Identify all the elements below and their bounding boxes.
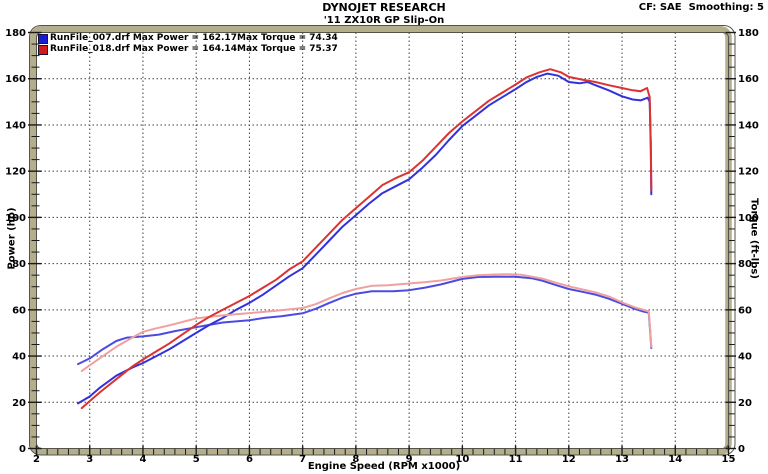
svg-text:4: 4 — [139, 454, 146, 465]
svg-text:160: 160 — [5, 74, 26, 85]
run007-file-and-power: RunFile_007.drf Max Power = 162.17 — [50, 33, 237, 43]
svg-text:20: 20 — [738, 398, 752, 409]
svg-text:6: 6 — [246, 454, 253, 465]
svg-text:11: 11 — [509, 454, 523, 465]
gridlines — [36, 32, 729, 449]
svg-text:8: 8 — [352, 454, 359, 465]
engine-speed-axis-label: Engine Speed (RPM x1000) — [307, 461, 461, 472]
power-curve-018 — [80, 68, 653, 410]
legend-row-run007: RunFile_007.drf Max Power = 162.17 Max T… — [38, 33, 438, 45]
run007-max-power: Max Power = 162.17 — [132, 33, 237, 43]
svg-text:5: 5 — [193, 454, 200, 465]
run018-color-swatch — [38, 45, 48, 55]
run007-filename: RunFile_007.drf — [50, 33, 130, 43]
svg-text:80: 80 — [738, 259, 752, 270]
svg-text:120: 120 — [738, 167, 759, 178]
svg-text:2: 2 — [33, 454, 40, 465]
svg-text:9: 9 — [406, 454, 413, 465]
power-curve-007 — [77, 72, 653, 405]
dyno-curves — [77, 68, 653, 410]
svg-text:14: 14 — [668, 454, 682, 465]
svg-text:100: 100 — [5, 213, 26, 224]
svg-text:60: 60 — [12, 305, 26, 316]
svg-text:80: 80 — [12, 259, 26, 270]
run007-max-torque: Max Torque = 74.34 — [237, 33, 338, 43]
svg-text:180: 180 — [5, 28, 26, 39]
svg-text:40: 40 — [738, 352, 752, 363]
svg-text:20: 20 — [12, 398, 26, 409]
chart-title: DYNOJET RESEARCH — [322, 1, 446, 14]
svg-text:13: 13 — [615, 454, 629, 465]
svg-text:3: 3 — [86, 454, 93, 465]
svg-text:180: 180 — [738, 28, 759, 39]
chart-subtitle: '11 ZX10R GP Slip-On — [323, 15, 445, 26]
torque-curve-007 — [77, 275, 653, 366]
svg-text:120: 120 — [5, 167, 26, 178]
run018-file-and-power: RunFile_018.drf Max Power = 164.14 — [50, 44, 237, 54]
correction-smoothing-label: CF: SAE Smoothing: 5 — [638, 2, 764, 13]
run018-max-torque: Max Torque = 75.37 — [237, 44, 338, 54]
power-axis-label: Power (hp) — [6, 207, 18, 270]
svg-text:15: 15 — [722, 454, 736, 465]
svg-text:160: 160 — [738, 74, 759, 85]
plot-background — [36, 32, 729, 449]
torque-curve-018 — [80, 273, 653, 373]
svg-text:0: 0 — [738, 444, 745, 455]
torque-axis-label: Torque (ft-lbs) — [748, 198, 760, 279]
svg-text:0: 0 — [19, 444, 26, 455]
run007-color-swatch — [38, 34, 48, 44]
legend-row-run018: RunFile_018.drf Max Power = 164.14 Max T… — [38, 44, 438, 56]
svg-text:140: 140 — [738, 120, 759, 131]
svg-text:100: 100 — [738, 213, 759, 224]
axis-ticks — [28, 31, 736, 456]
svg-text:10: 10 — [455, 454, 469, 465]
svg-text:12: 12 — [562, 454, 576, 465]
svg-text:40: 40 — [12, 352, 26, 363]
run018-max-power: Max Power = 164.14 — [132, 44, 237, 54]
run018-filename: RunFile_018.drf — [50, 44, 130, 54]
svg-text:60: 60 — [738, 305, 752, 316]
svg-text:140: 140 — [5, 120, 26, 131]
svg-text:7: 7 — [299, 454, 306, 465]
